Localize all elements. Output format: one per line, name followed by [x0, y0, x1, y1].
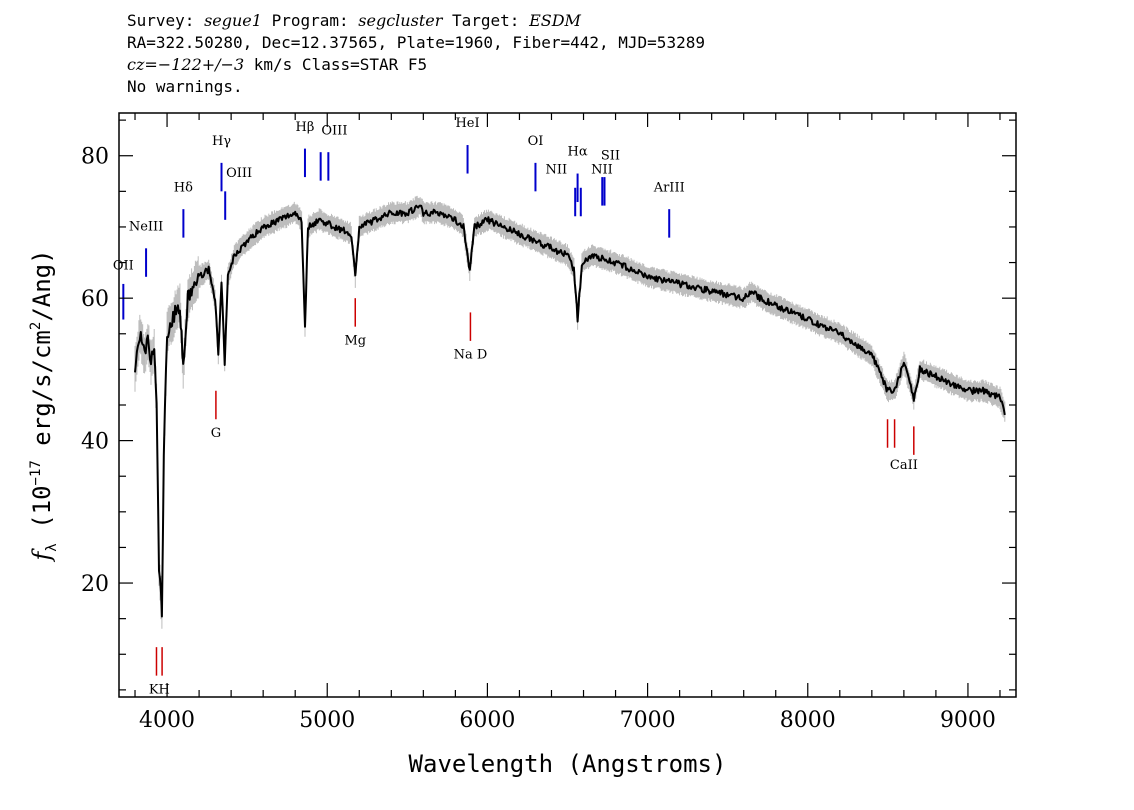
y-axis-title: fλ (10−17 erg/s/cm2/Ang) — [28, 249, 60, 562]
axis-ticks: 4000 5000 6000 7000 8000 9000 20 40 60 80 — [81, 113, 1016, 733]
spectral-line-label: Hα — [568, 145, 588, 160]
header-line-redshift: cz=−122+/−3 km/s Class=STAR F5 — [127, 54, 705, 76]
plot-frame — [118, 112, 1017, 698]
spectral-line-label: OI — [528, 134, 544, 149]
spectral-line-label: NeIII — [129, 220, 163, 235]
x-tick-label: 5000 — [299, 708, 355, 733]
spectral-line-label: Hγ — [212, 134, 231, 149]
spectral-line-label: ArIII — [653, 180, 685, 195]
header-line-coordinates: RA=322.50280, Dec=12.37565, Plate=1960, … — [127, 33, 705, 52]
y-tick-label: 40 — [81, 430, 109, 455]
y-tick-label: 80 — [81, 145, 109, 170]
class-text: km/s Class=STAR F5 — [244, 55, 428, 74]
spectral-line-label: OIII — [321, 123, 347, 138]
cz-value: =−122+/−3 — [144, 55, 245, 74]
header-line-warnings: No warnings. — [127, 77, 243, 96]
x-tick-label: 7000 — [620, 708, 676, 733]
spectral-lines — [122, 145, 915, 676]
survey-value: segue1 — [204, 11, 262, 30]
spectral-line-label: Mg — [344, 333, 366, 348]
spectral-line-label: OII — [113, 259, 134, 274]
x-tick-label: 9000 — [940, 708, 996, 733]
y-tick-label: 20 — [81, 572, 109, 597]
x-tick-label: 8000 — [780, 708, 836, 733]
flux-series — [134, 204, 1006, 618]
spectral-line-label: CaII — [890, 458, 918, 473]
program-value: segcluster — [358, 11, 443, 30]
program-label: Program: — [271, 11, 349, 30]
cz-label: cz — [127, 55, 145, 74]
spectral-line-label: Na D — [454, 348, 488, 363]
target-label: Target: — [452, 11, 520, 30]
spectral-line-label: Hβ — [296, 120, 315, 135]
y-axis-exponent-2: 2 — [28, 322, 44, 330]
y-axis-units: erg/s/cm — [28, 330, 56, 460]
spectral-line-label: SII — [601, 148, 620, 163]
y-axis-subscript: λ — [44, 543, 60, 551]
spectrum-header: Survey: segue1 Program: segcluster Targe… — [127, 10, 705, 98]
y-axis-text: (10 — [28, 485, 56, 543]
spectral-line-label: Hδ — [174, 180, 193, 195]
spectral-line-label: G — [211, 426, 221, 441]
x-tick-label: 6000 — [459, 708, 515, 733]
spectral-line-label: OIII — [226, 166, 252, 181]
spectral-line-label: KH — [149, 682, 170, 697]
flux-line — [134, 204, 1006, 618]
y-tick-label: 60 — [81, 287, 109, 312]
target-value: ESDM — [529, 11, 581, 30]
x-axis-title: Wavelength (Angstroms) — [409, 750, 727, 778]
y-axis-units-end: /Ang) — [28, 249, 56, 321]
spectral-line-label: NII — [591, 163, 613, 178]
y-axis-exponent: −17 — [28, 460, 44, 485]
header-line-survey: Survey: segue1 Program: segcluster Targe… — [127, 10, 705, 32]
spectral-line-label: HeI — [455, 116, 479, 131]
x-tick-label: 4000 — [139, 708, 195, 733]
survey-label: Survey: — [127, 11, 195, 30]
spectral-line-label: NII — [545, 163, 567, 178]
